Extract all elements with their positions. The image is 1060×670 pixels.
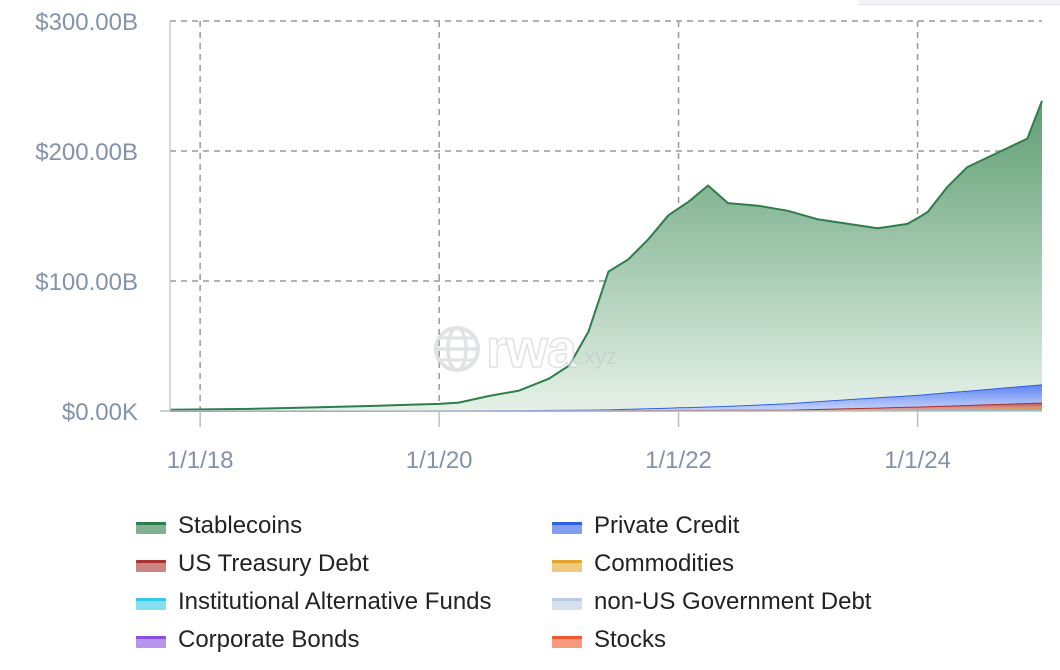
watermark-suffix: .xyz bbox=[578, 344, 618, 369]
legend-swatch bbox=[136, 598, 166, 610]
axes bbox=[160, 21, 1042, 427]
line-stablecoins bbox=[169, 100, 1043, 411]
legend-item-non-us-government-debt[interactable]: non-US Government Debt bbox=[552, 588, 1032, 616]
legend-label: Commodities bbox=[594, 550, 735, 577]
x-tick-label: 1/1/24 bbox=[884, 447, 951, 474]
y-tick-label: $200.00B bbox=[35, 139, 138, 166]
legend-item-institutional-alternative-funds[interactable]: Institutional Alternative Funds bbox=[136, 588, 552, 616]
legend-label: Stablecoins bbox=[178, 512, 303, 539]
top-panel-edge bbox=[858, 0, 1060, 5]
legend-item-stablecoins[interactable]: Stablecoins bbox=[136, 512, 552, 540]
rwa-watermark: rwa .xyz bbox=[432, 319, 618, 379]
x-axis-ticks: 1/1/18 1/1/20 1/1/22 1/1/24 bbox=[167, 447, 951, 474]
legend-swatch bbox=[552, 522, 582, 534]
x-tick-label: 1/1/18 bbox=[167, 447, 234, 474]
legend-label: US Treasury Debt bbox=[178, 550, 369, 577]
legend-swatch bbox=[552, 636, 582, 648]
legend-swatch bbox=[136, 636, 166, 648]
legend-item-us-treasury-debt[interactable]: US Treasury Debt bbox=[136, 550, 552, 578]
legend-label: Stocks bbox=[594, 626, 667, 653]
legend-item-private-credit[interactable]: Private Credit bbox=[552, 512, 1032, 540]
area-stablecoins bbox=[170, 100, 1042, 412]
y-tick-label: $100.00B bbox=[35, 269, 138, 296]
legend-swatch bbox=[552, 598, 582, 610]
area-private-credit bbox=[170, 384, 1042, 411]
legend-label: non-US Government Debt bbox=[594, 588, 872, 615]
legend-swatch bbox=[136, 560, 166, 572]
legend-label: Institutional Alternative Funds bbox=[178, 588, 492, 615]
legend-item-commodities[interactable]: Commodities bbox=[552, 550, 1032, 578]
chart-legend: Stablecoins Private Credit US Treasury D… bbox=[136, 512, 1036, 654]
y-tick-label: $300.00B bbox=[35, 9, 138, 36]
legend-label: Corporate Bonds bbox=[178, 626, 360, 653]
watermark-brand: rwa bbox=[485, 319, 578, 379]
legend-item-corporate-bonds[interactable]: Corporate Bonds bbox=[136, 626, 552, 654]
legend-swatch bbox=[552, 560, 582, 572]
legend-item-stocks[interactable]: Stocks bbox=[552, 626, 1032, 654]
legend-label: Private Credit bbox=[594, 512, 740, 539]
y-tick-label: $0.00K bbox=[62, 399, 138, 426]
chart-svg: $0.00K$100.00B$200.00B$300.00B 1/1/18 1/1… bbox=[35, 9, 1043, 474]
area-chart: $0.00K $100.00B $200.00B $300.00B 1/1/18 1/1… bbox=[35, 9, 1043, 474]
legend-swatch bbox=[136, 522, 166, 534]
y-axis-ticks: $0.00K $100.00B $200.00B $300.00B bbox=[35, 9, 138, 426]
x-tick-label: 1/1/20 bbox=[406, 447, 473, 474]
x-tick-label: 1/1/22 bbox=[645, 447, 712, 474]
globe-icon bbox=[434, 326, 480, 372]
